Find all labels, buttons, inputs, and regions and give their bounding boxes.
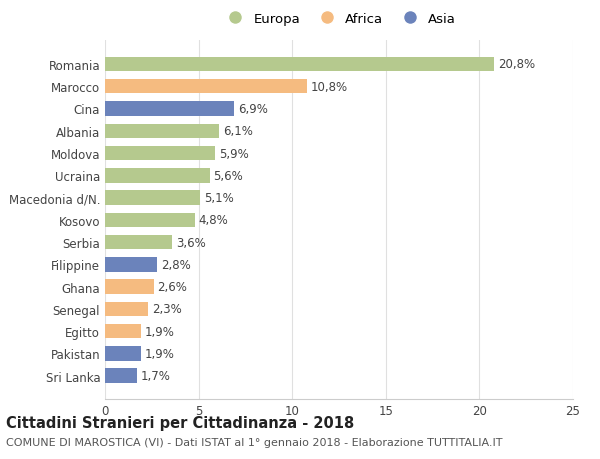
Text: 1,9%: 1,9%: [145, 325, 174, 338]
Text: COMUNE DI MAROSTICA (VI) - Dati ISTAT al 1° gennaio 2018 - Elaborazione TUTTITAL: COMUNE DI MAROSTICA (VI) - Dati ISTAT al…: [6, 437, 503, 447]
Text: 5,6%: 5,6%: [214, 169, 244, 182]
Bar: [105, 191, 200, 205]
Bar: [105, 369, 137, 383]
Bar: [105, 146, 215, 161]
Bar: [105, 324, 140, 339]
Text: 10,8%: 10,8%: [311, 80, 348, 94]
Bar: [105, 280, 154, 294]
Legend: Europa, Africa, Asia: Europa, Africa, Asia: [217, 8, 461, 31]
Bar: [105, 102, 234, 117]
Bar: [105, 347, 140, 361]
Bar: [105, 302, 148, 316]
Text: 5,1%: 5,1%: [204, 191, 234, 205]
Text: 1,9%: 1,9%: [145, 347, 174, 360]
Text: 6,1%: 6,1%: [223, 125, 253, 138]
Text: Cittadini Stranieri per Cittadinanza - 2018: Cittadini Stranieri per Cittadinanza - 2…: [6, 415, 354, 431]
Bar: [105, 257, 157, 272]
Text: 2,8%: 2,8%: [161, 258, 191, 271]
Text: 3,6%: 3,6%: [176, 236, 206, 249]
Bar: [105, 124, 219, 139]
Bar: [105, 235, 172, 250]
Bar: [105, 80, 307, 94]
Text: 2,6%: 2,6%: [157, 280, 187, 293]
Text: 20,8%: 20,8%: [498, 58, 535, 71]
Text: 1,7%: 1,7%: [140, 369, 170, 382]
Text: 5,9%: 5,9%: [219, 147, 249, 160]
Bar: [105, 213, 195, 228]
Text: 2,3%: 2,3%: [152, 302, 182, 316]
Text: 4,8%: 4,8%: [199, 214, 229, 227]
Text: 6,9%: 6,9%: [238, 103, 268, 116]
Bar: [105, 57, 494, 72]
Bar: [105, 168, 210, 183]
